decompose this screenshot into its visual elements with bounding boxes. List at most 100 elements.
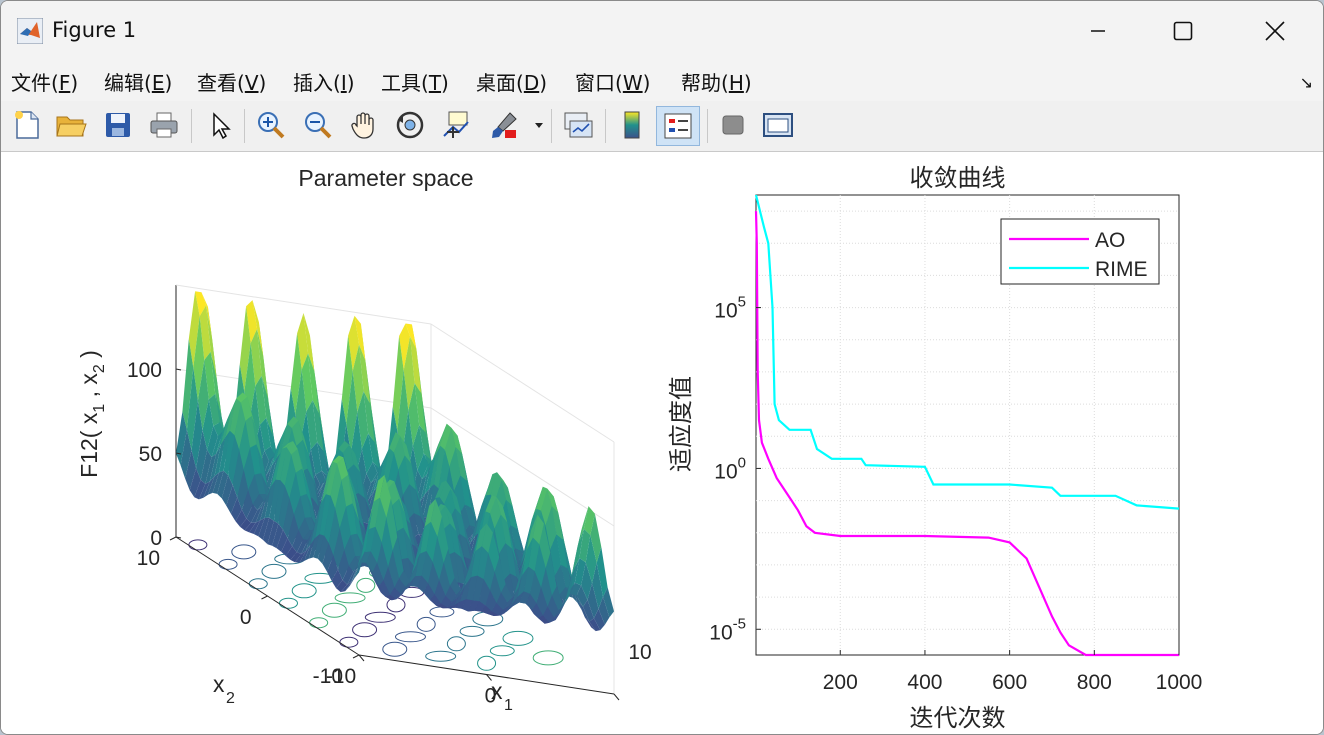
- surface-patch: [466, 575, 478, 601]
- print-icon: [150, 112, 178, 138]
- brush-dropdown-button[interactable]: [531, 108, 547, 142]
- surface-patch: [363, 391, 375, 443]
- matlab-icon: [17, 18, 43, 44]
- surface-patch: [470, 505, 482, 543]
- surface-patch: [571, 527, 583, 578]
- surface-patch: [267, 520, 279, 546]
- title-bar[interactable]: Figure 1: [1, 1, 1323, 59]
- surface-patch: [308, 534, 320, 559]
- open-button[interactable]: [54, 108, 88, 142]
- menu-edit[interactable]: 编辑(E): [104, 71, 173, 95]
- surface-patch: [414, 383, 426, 433]
- surface-patch: [576, 585, 588, 607]
- surface-patch: [423, 583, 435, 601]
- surface-patch: [538, 615, 550, 624]
- data-cursor-button[interactable]: [439, 108, 473, 142]
- surface-patch: [428, 561, 440, 595]
- x-tick-label: 800: [1077, 671, 1112, 694]
- surface-patch: [241, 490, 253, 519]
- x2-tick: [169, 536, 177, 541]
- surface-patch: [207, 426, 218, 458]
- surface-patch: [180, 429, 192, 479]
- menu-tools[interactable]: 工具(T): [381, 71, 449, 95]
- surface-patch: [502, 595, 514, 610]
- menu-insert[interactable]: 插入(I): [293, 71, 355, 95]
- surface-patch: [348, 556, 360, 572]
- dock-button[interactable]: [761, 108, 795, 142]
- surface-patch: [366, 462, 378, 483]
- pointer-button[interactable]: [203, 108, 237, 142]
- surface-patch: [587, 583, 599, 619]
- maximize-button[interactable]: [1160, 9, 1206, 53]
- surface-patch: [236, 392, 248, 403]
- contour-line: [218, 558, 238, 570]
- surface-patch: [357, 391, 369, 449]
- surface-patch: [319, 413, 330, 476]
- surface-patch: [553, 603, 565, 618]
- colorbar-button[interactable]: [615, 108, 649, 142]
- menu-file[interactable]: 文件(F): [11, 71, 79, 95]
- surface-patch: [444, 427, 456, 467]
- dock-icon: [763, 113, 793, 137]
- brush-button[interactable]: [487, 108, 521, 142]
- dock-arrow-icon[interactable]: ↘: [1299, 73, 1313, 92]
- convergence-chart[interactable]: 200 400 600 800 100010510010-5收敛曲线迭代次数适应度值AO…: [661, 152, 1323, 734]
- surface-patch: [394, 481, 406, 515]
- surface-patch: [412, 425, 424, 471]
- surface-patch: [198, 481, 210, 500]
- x1-axis-subscript: 1: [504, 697, 513, 714]
- surface-patch: [271, 448, 283, 487]
- surface-patch: [405, 323, 417, 350]
- surface-patch: [561, 564, 572, 590]
- new-file-button[interactable]: [10, 108, 44, 142]
- zoom-out-button[interactable]: [301, 108, 335, 142]
- print-button[interactable]: [147, 108, 181, 142]
- surface-patch: [552, 586, 563, 611]
- chart-title: 收敛曲线: [910, 164, 1006, 192]
- surface-patch: [532, 514, 544, 545]
- zoom-in-button[interactable]: [254, 108, 288, 142]
- surface-patch: [420, 464, 432, 502]
- surface-patch: [316, 478, 328, 504]
- surface-patch: [260, 486, 272, 521]
- surface-patch: [481, 605, 492, 614]
- surface-patch: [303, 529, 315, 540]
- surface-patch: [579, 528, 591, 563]
- menu-help[interactable]: 帮助(H): [681, 71, 752, 95]
- surface-patch: [520, 519, 532, 565]
- minimize-button[interactable]: [1075, 9, 1121, 53]
- surface-patch: [294, 496, 305, 531]
- surface-patch: [584, 617, 596, 632]
- plot-title: Parameter space: [298, 165, 473, 191]
- close-button[interactable]: [1252, 9, 1298, 53]
- save-button[interactable]: [101, 108, 135, 142]
- menu-desktop[interactable]: 桌面(D): [476, 71, 548, 95]
- menu-view[interactable]: 查看(V): [197, 71, 267, 95]
- x2-tick-label: 0: [240, 606, 252, 629]
- link-plot-button[interactable]: [561, 108, 595, 142]
- surface-patch: [541, 568, 552, 607]
- surface-patch: [350, 533, 362, 557]
- menu-window[interactable]: 窗口(W): [575, 71, 651, 95]
- surface-patch: [251, 506, 262, 523]
- surface-patch: [297, 313, 309, 370]
- pan-button[interactable]: [347, 108, 381, 142]
- tick-exponent: -5: [733, 615, 746, 632]
- hide-tools-button[interactable]: [716, 108, 750, 142]
- surface-patch: [455, 447, 467, 481]
- surface-patch: [267, 444, 279, 474]
- surface-patch: [590, 513, 602, 563]
- legend-button[interactable]: [656, 106, 700, 146]
- surface-patch: [275, 447, 287, 481]
- surface-patch: [208, 472, 219, 495]
- surface-patch: [200, 450, 212, 484]
- surface-mesh: [176, 291, 614, 632]
- surface-patch: [530, 571, 542, 604]
- toolbar-separator: [551, 109, 552, 143]
- rotate-3d-button[interactable]: [393, 108, 427, 142]
- link-plot-icon: [564, 112, 593, 138]
- surface-patch: [250, 444, 261, 475]
- y-tick-label: 105: [714, 294, 746, 323]
- surface-patch: [195, 291, 207, 317]
